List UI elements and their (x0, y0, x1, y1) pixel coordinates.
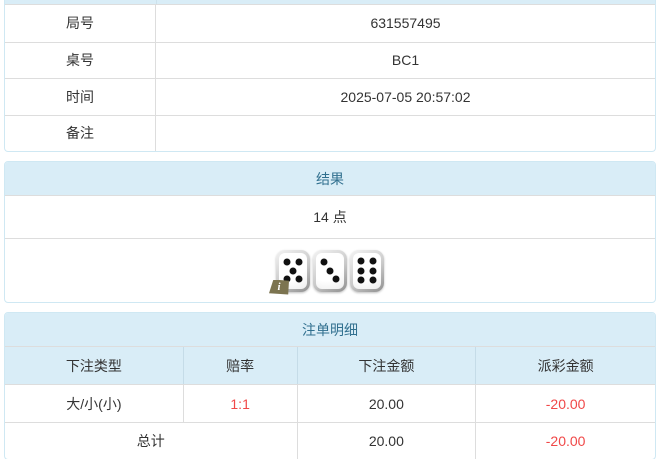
game-info-panel: 局号 631557495 桌号 BC1 时间 2025-07-05 20:57:… (4, 0, 656, 152)
round-id-value: 631557495 (370, 15, 441, 32)
result-points: 14 点 (313, 209, 347, 225)
die-3-value-6 (350, 249, 384, 292)
remark-value (156, 116, 655, 152)
table-row-remark: 备注 (5, 114, 655, 152)
table-id-label: 桌号 (5, 42, 156, 78)
odds-value: 1:1 (184, 385, 298, 422)
col-header-payout: 派彩金额 (537, 357, 594, 374)
bet-amount-value: 20.00 (298, 385, 477, 422)
bet-panel-title: 注单明细 (5, 313, 655, 347)
die-1-value-5: i (269, 249, 310, 295)
col-header-odds: 赔率 (184, 347, 298, 384)
table-row-table: 桌号 BC1 (5, 41, 655, 78)
bet-table-row: 大/小(小) 1:1 20.00 -20.00 (5, 384, 655, 422)
table-row-time: 时间 2025-07-05 20:57:02 (5, 78, 655, 115)
info-icon[interactable]: i (269, 279, 289, 295)
dice-result-row: i (5, 238, 655, 302)
die-face (353, 252, 381, 289)
die-2-value-3 (313, 249, 347, 292)
round-id-label: 局号 (5, 5, 156, 42)
cutoff-header-strip (5, 0, 655, 5)
time-value: 2025-07-05 20:57:02 (340, 88, 471, 105)
result-panel-title: 结果 (5, 162, 655, 196)
bet-table-header: 下注类型 赔率 下注金额 派彩金额 (5, 347, 655, 384)
col-header-bet-amount: 下注金额 (298, 347, 477, 384)
die-face (316, 252, 344, 289)
payout-value: -20.00 (545, 395, 586, 412)
table-row-round: 局号 631557495 (5, 5, 655, 42)
total-label: 总计 (5, 423, 298, 459)
bet-detail-panel: 注单明细 下注类型 赔率 下注金额 派彩金额 大/小(小) 1:1 20.00 … (4, 312, 656, 459)
bet-type-value: 大/小(小) (5, 385, 184, 422)
col-header-bet-type: 下注类型 (5, 347, 184, 384)
time-label: 时间 (5, 79, 156, 115)
remark-label: 备注 (5, 115, 156, 151)
table-id-value: BC1 (391, 52, 420, 69)
total-bet-amount: 20.00 (298, 423, 477, 459)
total-payout: -20.00 (545, 433, 586, 449)
result-panel: 结果 14 点 i (4, 161, 656, 303)
bet-table-total-row: 总计 20.00 -20.00 (5, 422, 655, 459)
